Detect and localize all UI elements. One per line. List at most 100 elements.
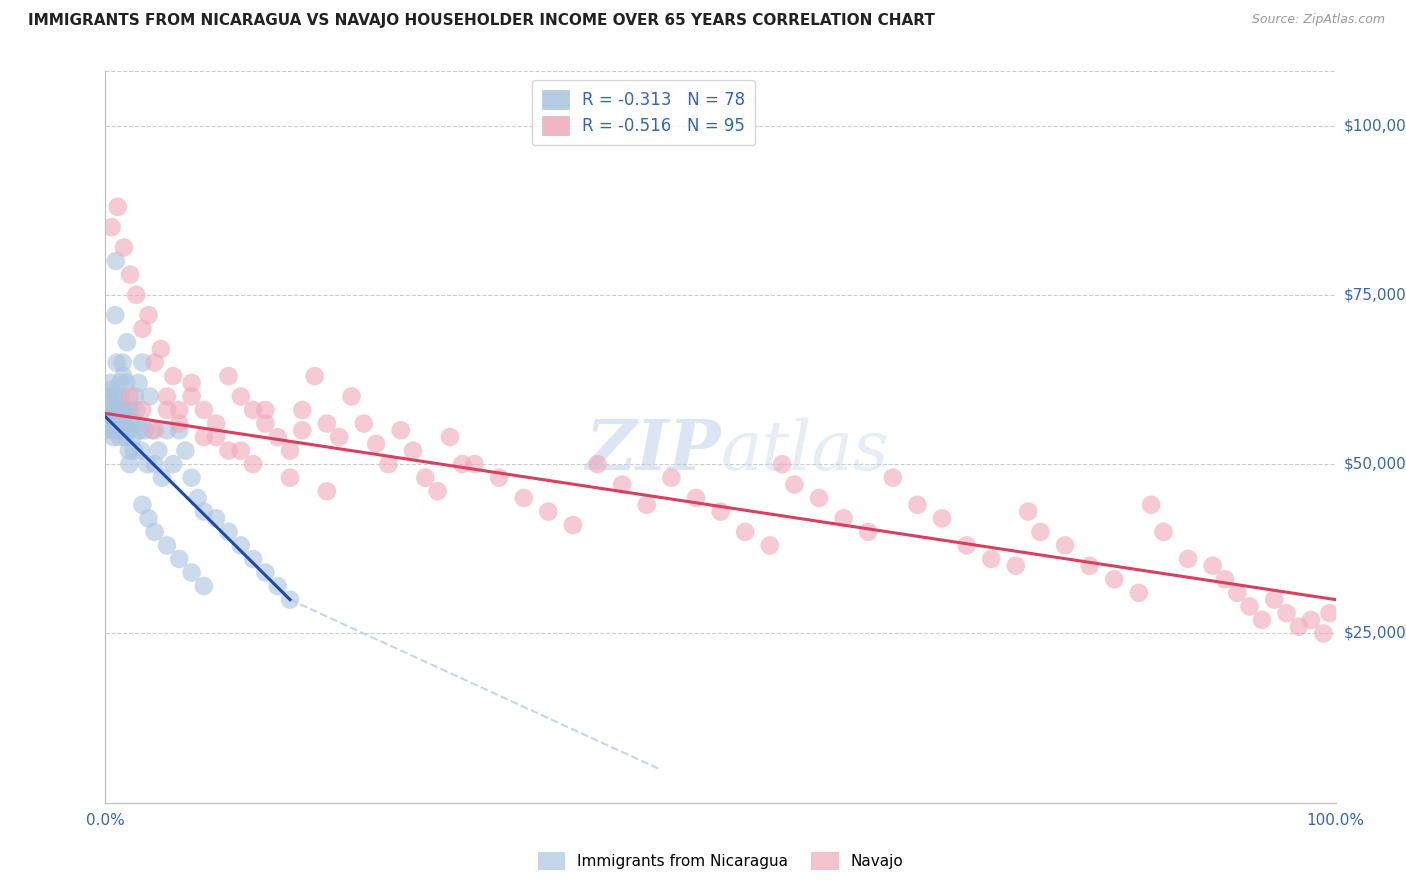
Point <box>882 471 904 485</box>
Point <box>131 403 153 417</box>
Point <box>131 355 153 369</box>
Point <box>100 383 122 397</box>
Point <box>254 417 277 431</box>
Point <box>1239 599 1261 614</box>
Point <box>120 417 142 431</box>
Point <box>122 443 145 458</box>
Point <box>108 430 131 444</box>
Point <box>193 403 215 417</box>
Point <box>242 403 264 417</box>
Point <box>562 518 585 533</box>
Point <box>162 457 184 471</box>
Point <box>125 288 148 302</box>
Point <box>328 430 350 444</box>
Point <box>125 403 148 417</box>
Point <box>117 403 139 417</box>
Point <box>136 457 159 471</box>
Point <box>114 417 136 431</box>
Point <box>118 443 141 458</box>
Point <box>340 389 363 403</box>
Point <box>104 308 127 322</box>
Point <box>1054 538 1077 552</box>
Point <box>98 376 121 390</box>
Point <box>242 457 264 471</box>
Point <box>129 423 152 437</box>
Point <box>254 403 277 417</box>
Point <box>169 423 191 437</box>
Point <box>96 409 118 424</box>
Point <box>612 477 634 491</box>
Point <box>402 443 425 458</box>
Point <box>180 471 202 485</box>
Point <box>1312 626 1334 640</box>
Point <box>193 579 215 593</box>
Point <box>105 423 128 437</box>
Point <box>1301 613 1323 627</box>
Point <box>104 254 127 268</box>
Point <box>278 592 301 607</box>
Point <box>108 417 131 431</box>
Point <box>1177 552 1199 566</box>
Point <box>464 457 486 471</box>
Point <box>148 443 170 458</box>
Point <box>120 389 141 403</box>
Point <box>138 308 160 322</box>
Point <box>156 389 179 403</box>
Point <box>169 403 191 417</box>
Point <box>1104 572 1126 586</box>
Point <box>1140 498 1163 512</box>
Point <box>267 430 290 444</box>
Text: Source: ZipAtlas.com: Source: ZipAtlas.com <box>1251 13 1385 27</box>
Point <box>193 430 215 444</box>
Point <box>127 417 149 431</box>
Text: $100,000: $100,000 <box>1344 118 1406 133</box>
Point <box>278 443 301 458</box>
Point <box>366 437 388 451</box>
Point <box>162 369 184 384</box>
Point <box>278 471 301 485</box>
Point <box>131 498 153 512</box>
Point <box>115 335 138 350</box>
Point <box>120 403 141 417</box>
Point <box>101 409 124 424</box>
Point <box>143 355 166 369</box>
Point <box>267 579 290 593</box>
Point <box>1004 558 1026 573</box>
Point <box>710 505 733 519</box>
Point <box>118 457 141 471</box>
Point <box>907 498 929 512</box>
Point <box>513 491 536 505</box>
Point <box>110 403 132 417</box>
Point <box>150 471 173 485</box>
Point <box>180 566 202 580</box>
Point <box>218 443 240 458</box>
Point <box>858 524 880 539</box>
Point <box>193 505 215 519</box>
Point <box>129 443 152 458</box>
Point <box>138 511 160 525</box>
Point <box>96 423 118 437</box>
Point <box>120 268 141 282</box>
Point <box>1226 586 1249 600</box>
Point <box>931 511 953 525</box>
Point <box>1201 558 1223 573</box>
Point <box>174 443 197 458</box>
Point <box>451 457 474 471</box>
Point <box>439 430 461 444</box>
Point <box>291 403 314 417</box>
Text: IMMIGRANTS FROM NICARAGUA VS NAVAJO HOUSEHOLDER INCOME OVER 65 YEARS CORRELATION: IMMIGRANTS FROM NICARAGUA VS NAVAJO HOUS… <box>28 13 935 29</box>
Text: $75,000: $75,000 <box>1344 287 1406 302</box>
Point <box>304 369 326 384</box>
Point <box>143 524 166 539</box>
Point <box>97 403 120 417</box>
Point <box>107 403 129 417</box>
Point <box>98 417 121 431</box>
Point <box>229 538 252 552</box>
Text: atlas: atlas <box>721 417 889 484</box>
Point <box>138 389 162 403</box>
Point <box>389 423 412 437</box>
Point <box>488 471 510 485</box>
Point <box>134 423 156 437</box>
Point <box>131 322 153 336</box>
Point <box>97 389 120 403</box>
